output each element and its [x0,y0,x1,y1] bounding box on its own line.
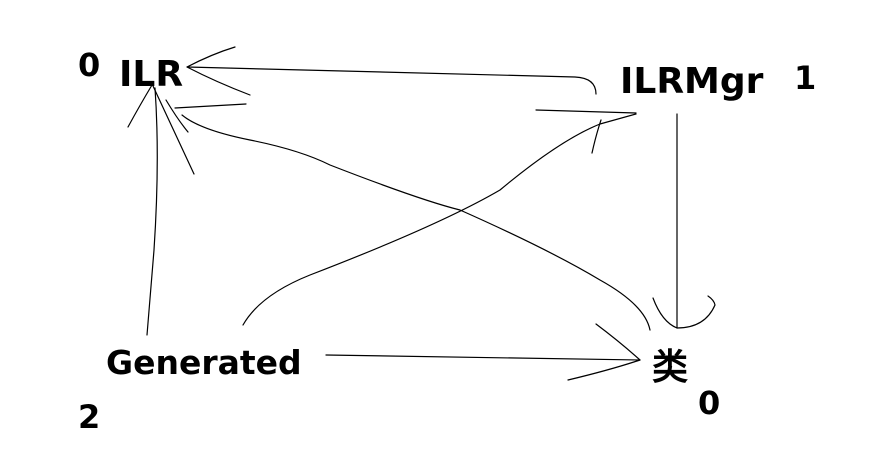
edge-ilrmgr-to-ilr [186,66,597,95]
node-lei-label: 类 [652,347,688,388]
arrowhead-generated-to-lei [567,323,641,381]
edge-generated-to-ilr [146,87,158,336]
edge-generated-to-lei [325,354,641,361]
node-generated-count: 2 [78,398,100,436]
arrowhead-generated-to-ilrmgr [535,109,637,154]
node-lei-count: 0 [698,384,720,422]
arrowhead-generated-to-ilr [127,84,247,175]
node-ilr-count: 0 [78,46,100,84]
edge-ilr-to-lei [181,114,651,331]
node-ilrmgr-count: 1 [794,59,816,97]
node-ilrmgr-label: ILRMgr [620,61,764,102]
node-ilr-label: ILR [119,54,183,95]
edge-generated-to-ilrmgr [242,113,637,326]
arrowhead-ilrmgr-to-lei [652,295,716,329]
node-generated-label: Generated [106,343,302,382]
arrowhead-ilrmgr-to-ilr [186,46,251,96]
